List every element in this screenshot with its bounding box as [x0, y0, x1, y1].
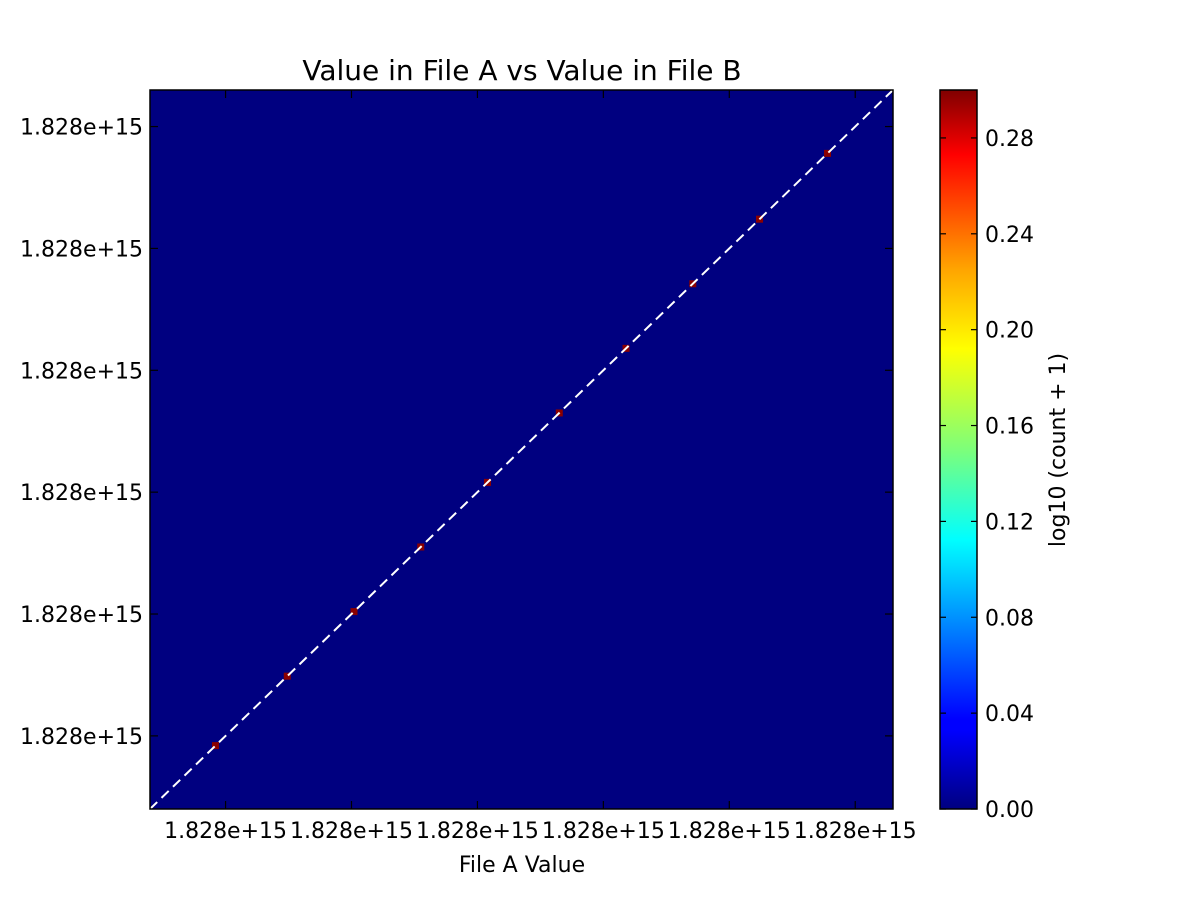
x-tick-label: 1.828e+15 — [164, 819, 287, 844]
colorbar-tick-label: 0.24 — [985, 223, 1034, 248]
y-tick-label: 1.828e+15 — [20, 481, 143, 506]
x-tick-label: 1.828e+15 — [290, 819, 413, 844]
colorbar-label: log10 (count + 1) — [1046, 353, 1071, 547]
y-tick-label: 1.828e+15 — [20, 116, 143, 141]
colorbar-tick-label: 0.28 — [985, 127, 1034, 152]
x-tick-label: 1.828e+15 — [668, 819, 791, 844]
x-tick-label: 1.828e+15 — [542, 819, 665, 844]
colorbar-tick-label: 0.20 — [985, 319, 1034, 344]
y-tick-labels: 1.828e+15 1.828e+15 1.828e+15 1.828e+15 1.82… — [20, 116, 143, 750]
colorbar-tick-label: 0.16 — [985, 415, 1034, 440]
heatmap-cell — [824, 149, 832, 157]
y-tick-marks — [150, 125, 893, 737]
x-tick-label: 1.828e+15 — [416, 819, 539, 844]
colorbar-tick-label: 0.12 — [985, 510, 1034, 535]
x-tick-marks — [224, 90, 856, 809]
y-tick-label: 1.828e+15 — [20, 237, 143, 262]
plot-frame — [149, 89, 894, 810]
colorbar-ticks: 0.00 0.04 0.08 0.12 0.16 0.20 0.24 0.28 — [940, 127, 1034, 823]
heatmap-cell — [283, 672, 291, 680]
chart-title: Value in File A vs Value in File B — [302, 54, 741, 87]
x-axis-label: File A Value — [459, 853, 585, 878]
colorbar-tick-label: 0.00 — [985, 798, 1034, 823]
y-tick-label: 1.828e+15 — [20, 359, 143, 384]
colorbar-tick-label: 0.08 — [985, 606, 1034, 631]
colorbar-gradient — [939, 89, 978, 810]
x-tick-label: 1.828e+15 — [794, 819, 917, 844]
heatmap-cell — [350, 608, 358, 616]
colorbar-tick-label: 0.04 — [985, 702, 1034, 727]
colorbar: 0.00 0.04 0.08 0.12 0.16 0.20 0.24 0.28 log10 (… — [939, 89, 1071, 823]
y-tick-label: 1.828e+15 — [20, 725, 143, 750]
y-tick-label: 1.828e+15 — [20, 603, 143, 628]
diagonal-line — [149, 89, 894, 810]
x-tick-labels: 1.828e+15 1.828e+15 1.828e+15 1.828e+15 1.82… — [164, 819, 917, 844]
heatmap-cell — [211, 742, 219, 750]
plot-area — [149, 89, 894, 810]
